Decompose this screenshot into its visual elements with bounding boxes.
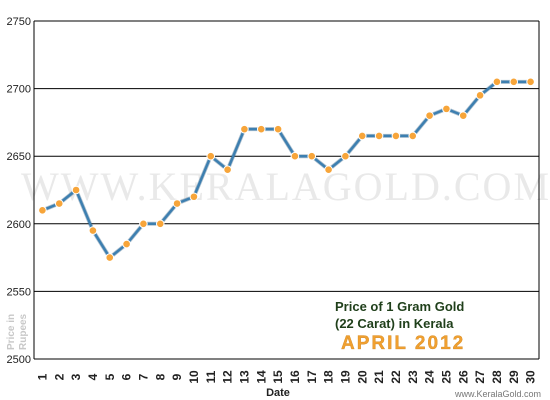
chart-title-line1: Price of 1 Gram Gold [335,299,464,314]
x-tick-label: 22 [389,370,403,384]
data-point [458,111,468,120]
x-tick-label: 16 [288,370,302,384]
chart-title-line2: (22 Carat) in Kerala [335,316,454,331]
x-tick-label: 23 [406,370,420,384]
x-tick-label: 9 [170,373,184,380]
x-tick-label: 25 [439,370,453,384]
data-point [374,131,384,141]
x-axis-label: Date [266,387,290,399]
y-axis-label-line2: Rupees [18,313,29,350]
data-point [105,253,115,262]
data-point [189,192,199,202]
x-tick-label: 29 [507,370,521,384]
x-tick-label: 26 [456,370,470,384]
x-tick-label: 4 [86,373,100,380]
x-tick-label: 15 [271,370,285,384]
data-point [155,219,165,229]
y-tick-label: 2700 [7,84,31,96]
x-tick-label: 30 [524,370,538,384]
data-point [223,165,232,175]
x-tick-label: 2 [52,373,66,380]
data-point [273,124,283,134]
x-tick-label: 13 [237,370,251,384]
x-tick-label: 7 [136,373,150,380]
y-axis-ticks: 2500 2550 2600 2650 2700 2750 [7,16,31,366]
data-point [240,124,249,134]
x-tick-label: 10 [187,370,201,384]
y-tick-label: 2550 [7,286,31,298]
x-tick-label: 1 [35,373,49,380]
data-point [442,104,451,114]
data-point [526,77,535,87]
y-axis-label-line1: Price in [6,314,17,350]
y-tick-label: 2650 [7,151,31,163]
x-tick-label: 12 [221,370,235,384]
data-point [475,91,485,100]
data-point [425,111,434,120]
x-tick-label: 14 [254,370,268,384]
x-tick-label: 8 [153,373,167,380]
x-tick-label: 6 [120,373,134,380]
data-point [391,131,401,141]
data-point [509,77,519,87]
data-point [38,205,47,215]
data-point [492,77,502,87]
x-tick-label: 24 [423,370,437,384]
data-point [88,226,98,235]
data-point [71,185,81,195]
y-tick-label: 2500 [7,354,31,366]
y-tick-label: 2750 [7,16,31,28]
watermark-text: WWW.KERALAGOLD.COM [21,164,550,209]
x-tick-label: 3 [69,373,83,380]
x-tick-label: 19 [338,370,352,384]
data-point [122,239,131,249]
chart-subtitle: APRIL 2012 [341,333,465,354]
x-tick-label: 17 [305,370,319,384]
price-series [38,77,535,262]
data-point [172,199,182,208]
footer-credit: www.KeralaGold.com [454,389,541,399]
x-tick-label: 21 [372,370,386,384]
data-point [290,151,300,161]
x-tick-label: 20 [355,370,369,384]
data-point [54,199,64,208]
y-tick-label: 2600 [7,219,31,231]
gridlines [33,20,540,360]
data-point [206,151,216,161]
data-point [324,165,333,175]
data-point [341,151,350,161]
data-point [139,219,148,229]
x-tick-label: 11 [204,370,218,383]
x-tick-label: 18 [322,370,336,384]
data-point [408,131,418,141]
data-point [357,131,367,141]
data-point [256,124,266,134]
x-tick-label: 27 [473,370,487,384]
x-tick-label: 28 [490,370,504,384]
data-point [307,151,317,161]
x-tick-label: 5 [103,373,117,380]
x-axis-ticks: 1 2 3 4 5 6 7 8 9 10 11 12 13 14 15 16 17 18 19 20 21 22 23 24 2… [35,370,537,384]
